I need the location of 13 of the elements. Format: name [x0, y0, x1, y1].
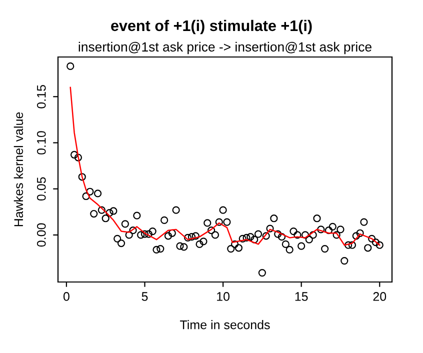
x-tick-label: 10 — [217, 292, 230, 301]
y-tick-label: 0.00 — [36, 223, 46, 247]
x-tick-label: 5 — [142, 292, 148, 301]
y-tick-label: 0.10 — [36, 131, 46, 154]
y-tick-label: 0.15 — [36, 85, 46, 108]
y-axis-title: Hawkes kernel value — [14, 112, 24, 226]
chart-title: event of +1(i) stimulate +1(i) — [111, 20, 312, 34]
x-tick-label: 20 — [373, 292, 386, 301]
x-tick-label: 0 — [63, 292, 70, 301]
x-tick-label: 15 — [295, 292, 308, 301]
y-tick-label: 0.05 — [36, 177, 46, 201]
chart-subtitle: insertion@1st ask price -> insertion@1st ask price — [78, 42, 372, 54]
x-axis-title: Time in seconds — [180, 320, 270, 330]
